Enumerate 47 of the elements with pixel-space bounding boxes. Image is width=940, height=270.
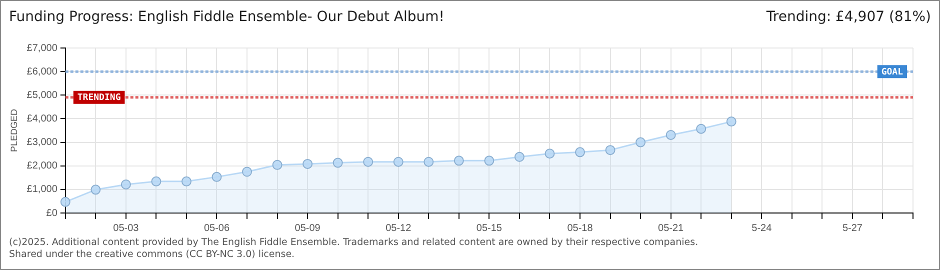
- point: [696, 124, 706, 134]
- y-tick-label: £2,000: [26, 160, 58, 172]
- x-tick-label: 05-15: [476, 222, 502, 234]
- point: [212, 172, 222, 182]
- x-tick-label: 05-06: [204, 222, 230, 234]
- point: [181, 176, 192, 186]
- text: Shared under the creative commons (CC BY-NC 3.0) license.: [9, 249, 296, 261]
- point: [514, 152, 524, 162]
- x-tick-label: 05-18: [567, 222, 594, 234]
- point: [544, 148, 555, 159]
- y-tick-label: £7,000: [26, 42, 58, 54]
- point: [666, 130, 676, 140]
- y-tick-label: £4,000: [26, 113, 58, 124]
- point: [726, 116, 736, 127]
- point: [605, 145, 616, 156]
- x-tick-label: 05-09: [294, 222, 321, 234]
- x-tick-label: 05-12: [386, 222, 412, 234]
- ref-line-label: GOAL: [881, 67, 904, 78]
- y-axis-title: PLEDGED: [8, 108, 19, 152]
- point: [272, 160, 282, 170]
- point: [242, 166, 252, 177]
- point: [120, 179, 131, 190]
- y-tick-label: £3,000: [26, 137, 58, 148]
- point: [60, 196, 70, 207]
- ref-line-label: TRENDING: [77, 93, 121, 104]
- chart-subtitle: Trending: £4,907 (81%): [766, 9, 931, 25]
- point: [332, 158, 343, 168]
- point: [393, 156, 404, 167]
- point: [90, 184, 101, 195]
- point: [151, 176, 162, 186]
- y-tick-label: £5,000: [26, 90, 58, 101]
- point: [424, 156, 434, 167]
- text: (c)2025. Additional content provided by The English Fiddle Ensemble. Trademarks and related content are owned by their respective companies.: [9, 237, 698, 249]
- y-tick-label: £6,000: [26, 66, 58, 78]
- point: [302, 158, 313, 169]
- x-tick-label: 05-21: [658, 222, 684, 234]
- point: [454, 156, 464, 166]
- chart-title: Funding Progress: English Fiddle Ensemble- Our Debut Album!: [9, 9, 444, 25]
- x-tick-label: 5-27: [842, 222, 863, 234]
- point: [575, 147, 586, 158]
- point: [363, 156, 374, 167]
- x-tick-label: 05-03: [113, 222, 140, 234]
- y-tick-label: £1,000: [26, 184, 58, 196]
- point: [484, 156, 494, 166]
- x-tick-label: 5-24: [752, 222, 772, 234]
- y-tick-label: £0: [46, 208, 58, 219]
- point: [636, 137, 646, 148]
